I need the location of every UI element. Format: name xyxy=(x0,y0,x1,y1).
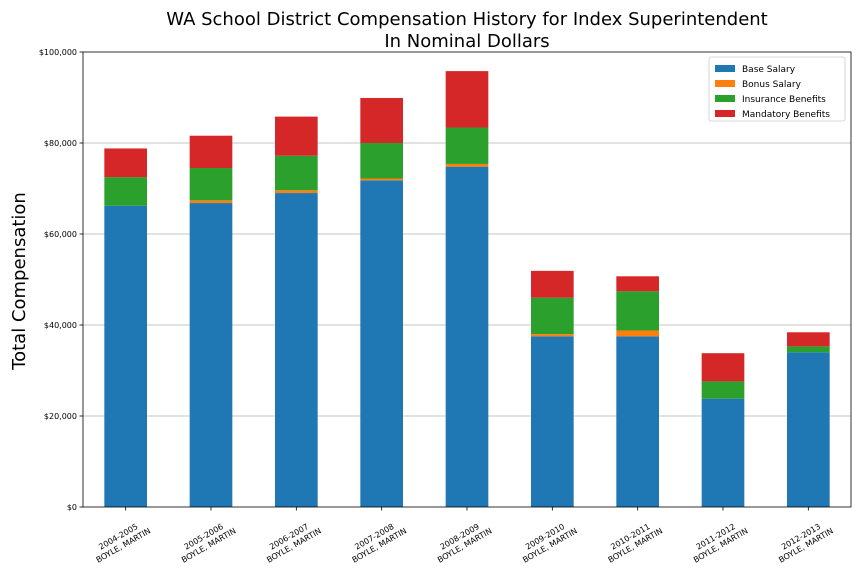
legend-box xyxy=(708,56,846,122)
bar-segment-insurance-benefits xyxy=(275,155,318,191)
bar-segment-base-salary xyxy=(701,398,745,507)
legend-swatch xyxy=(715,110,735,117)
bar-segment-mandatory-benefits xyxy=(275,116,318,156)
x-axis-ticks: 2004-2005BOYLE, MARTIN 2005-2006BOYLE, MA… xyxy=(90,507,835,565)
bar-segment-base-salary xyxy=(787,352,830,507)
y-axis-ticks: $0 $20,000 $40,000 $60,000 $80,000 $100,000 xyxy=(39,48,83,512)
bar-segment-bonus-salary xyxy=(360,178,403,181)
legend-label: Mandatory Benefits xyxy=(742,110,830,120)
bar-segment-base-salary xyxy=(616,336,659,507)
y-tick-label: $60,000 xyxy=(44,230,77,239)
x-tick-label: 2012-2013BOYLE, MARTIN xyxy=(772,518,835,565)
legend: Base Salary Bonus Salary Insurance Benefit… xyxy=(708,56,846,122)
legend-label: Insurance Benefits xyxy=(742,95,826,105)
bar-segment-insurance-benefits xyxy=(787,346,830,353)
bar-segment-insurance-benefits xyxy=(360,143,403,179)
x-tick-label: 2004-2005BOYLE, MARTIN xyxy=(90,518,153,565)
y-tick-label: $40,000 xyxy=(44,321,77,330)
bar-segment-base-salary xyxy=(189,203,233,507)
x-tick-label: 2007-2008BOYLE, MARTIN xyxy=(346,518,409,565)
bar-segment-mandatory-benefits xyxy=(616,276,659,292)
legend-swatch xyxy=(715,95,735,102)
x-tick-label: 2008-2009BOYLE, MARTIN xyxy=(431,518,494,565)
bar-segment-bonus-salary xyxy=(531,334,574,337)
y-tick-label: $0 xyxy=(67,503,77,512)
bar-segment-base-salary xyxy=(531,336,574,507)
bar-segment-base-salary xyxy=(275,193,318,508)
x-tick-label: 2010-2011BOYLE, MARTIN xyxy=(602,518,665,565)
bar-segment-base-salary xyxy=(445,166,489,507)
bars xyxy=(104,71,830,508)
bar-segment-bonus-salary xyxy=(445,163,489,167)
bar-segment-insurance-benefits xyxy=(104,177,147,206)
x-tick-label: 2005-2006BOYLE, MARTIN xyxy=(175,518,238,565)
bar-segment-mandatory-benefits xyxy=(104,148,147,178)
legend-label: Bonus Salary xyxy=(742,80,802,90)
bar-segment-insurance-benefits xyxy=(701,381,745,399)
bar-segment-base-salary xyxy=(104,205,147,508)
y-axis-label: Total Compensation xyxy=(9,192,30,371)
bar-segment-bonus-salary xyxy=(189,200,233,204)
bar-segment-mandatory-benefits xyxy=(445,71,489,128)
x-tick-label: 2009-2010BOYLE, MARTIN xyxy=(516,518,579,565)
bar-segment-mandatory-benefits xyxy=(531,270,574,298)
bar-segment-mandatory-benefits xyxy=(360,97,403,143)
bar-segment-insurance-benefits xyxy=(531,297,574,335)
bar-segment-base-salary xyxy=(360,180,403,507)
x-tick-label: 2011-2012BOYLE, MARTIN xyxy=(687,518,750,565)
legend-swatch xyxy=(715,65,735,72)
y-tick-label: $20,000 xyxy=(44,412,77,421)
legend-swatch xyxy=(715,80,735,87)
chart-subtitle: In Nominal Dollars xyxy=(384,31,549,52)
bar-segment-bonus-salary xyxy=(275,190,318,194)
bar-segment-mandatory-benefits xyxy=(189,135,233,169)
y-tick-label: $80,000 xyxy=(44,139,77,148)
bar-segment-insurance-benefits xyxy=(616,291,659,331)
y-tick-label: $100,000 xyxy=(39,48,77,57)
bar-segment-insurance-benefits xyxy=(445,127,489,164)
bar-segment-mandatory-benefits xyxy=(787,332,830,347)
chart-title: WA School District Compensation History … xyxy=(166,9,768,30)
bar-segment-mandatory-benefits xyxy=(701,353,745,382)
legend-label: Base Salary xyxy=(742,65,796,75)
x-tick-label: 2006-2007BOYLE, MARTIN xyxy=(260,518,323,565)
bar-segment-insurance-benefits xyxy=(189,168,233,201)
bar-segment-bonus-salary xyxy=(616,330,659,337)
